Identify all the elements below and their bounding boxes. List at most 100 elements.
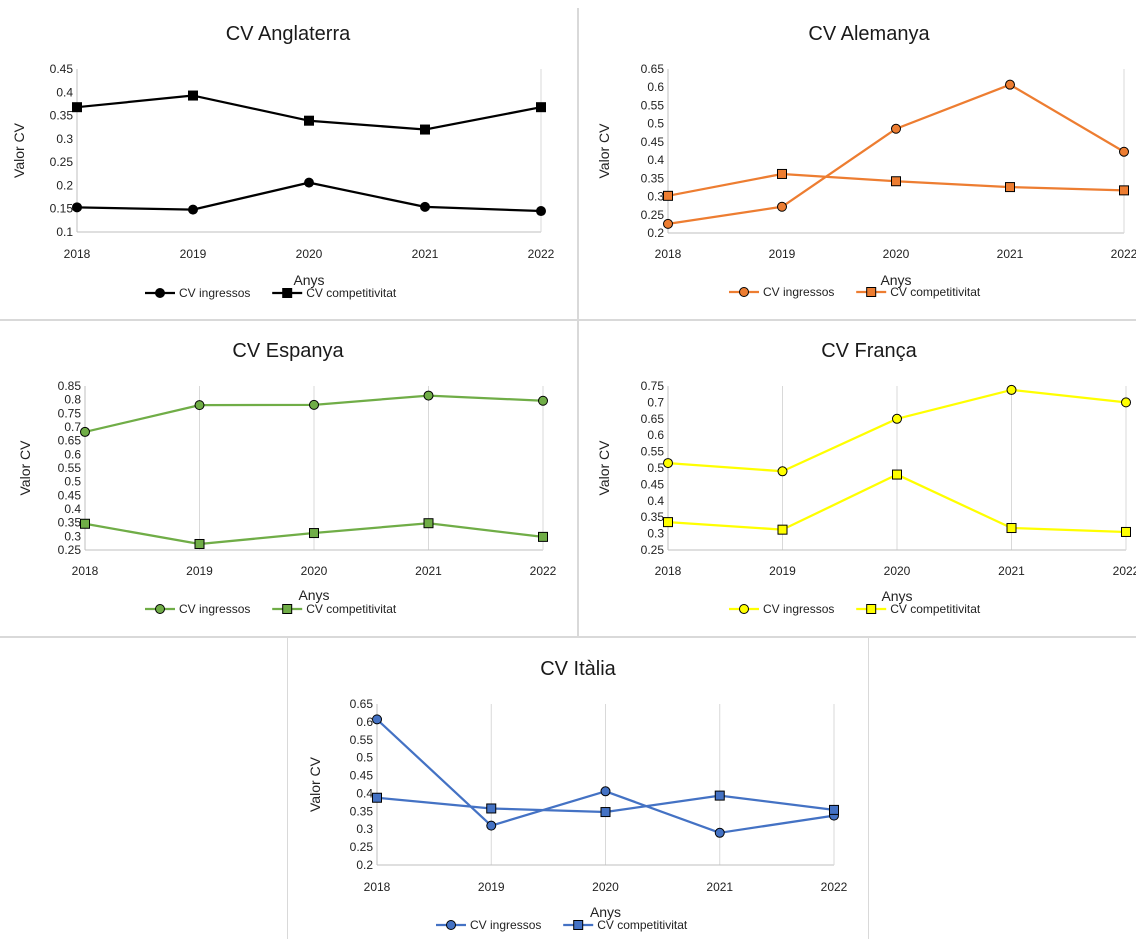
y-tick-label: 0.55: [350, 733, 374, 747]
data-point: [536, 206, 546, 217]
series-cv-ingressos: [72, 177, 546, 217]
data-point: [72, 202, 82, 213]
legend-item-cv-competitivitat: CV competitivitat: [563, 918, 688, 932]
data-point: [372, 792, 382, 803]
y-tick-label: 0.65: [350, 697, 374, 711]
data-point: [714, 790, 725, 801]
y-tick-label: 0.55: [641, 98, 665, 112]
x-tick-label: 2018: [64, 247, 91, 261]
y-tick-label: 0.5: [647, 117, 664, 131]
series-cv-ingressos: [663, 384, 1131, 477]
y-tick-label: 0.2: [356, 858, 373, 872]
legend-label: CV ingressos: [179, 602, 250, 616]
legend-item-cv-competitivitat: CV competitivitat: [856, 285, 981, 299]
legend-label: CV competitivitat: [306, 602, 397, 616]
legend: CV ingressos CV competitivitat: [436, 918, 688, 932]
data-point: [423, 518, 434, 529]
data-point: [72, 102, 82, 113]
series-line: [667, 83, 1125, 226]
y-tick-label: 0.75: [641, 379, 665, 393]
legend: CV ingressos CV competitivitat: [729, 602, 981, 616]
legend-marker: [866, 287, 877, 297]
series-cv-ingressos: [80, 390, 548, 437]
x-tick-label: 2019: [769, 564, 796, 578]
data-point: [892, 413, 902, 424]
legend-label: CV ingressos: [179, 286, 250, 300]
data-point: [372, 714, 382, 725]
chart-alemanya: CV Alemanya 0.2 0.25 0.3 0.35 0.4 0.45 0.5 0.55 0…: [596, 23, 1136, 299]
chart-panel-alemanya: CV Alemanya 0.2 0.25 0.3 0.35 0.4 0.45 0.5 0.55 0…: [579, 0, 1136, 319]
legend-item-cv-ingressos: CV ingressos: [436, 918, 541, 932]
chart-title: CV França: [821, 340, 917, 362]
series-cv-competitivitat: [72, 90, 546, 135]
x-tick-label: 2018: [655, 247, 682, 261]
data-point: [188, 90, 198, 101]
bottom-panel-right-border: [868, 638, 869, 939]
data-point: [80, 518, 90, 529]
data-point: [892, 469, 902, 480]
y-tick-label: 0.6: [647, 80, 664, 94]
x-tick-label: 2021: [412, 247, 439, 261]
data-point: [486, 803, 497, 814]
series-cv-competitivitat: [663, 469, 1131, 537]
x-tick-label: 2018: [364, 880, 391, 894]
x-axis-label: Anys: [881, 588, 912, 604]
y-axis-label: Valor CV: [307, 756, 323, 812]
data-point: [1119, 185, 1129, 196]
legend-marker: [282, 288, 293, 298]
data-point: [663, 458, 673, 469]
data-point: [777, 524, 788, 535]
legend-label: CV ingressos: [470, 918, 541, 932]
legend: CV ingressos CV competitivitat: [145, 286, 397, 300]
y-axis-label: Valor CV: [596, 123, 612, 179]
data-point: [1006, 523, 1017, 534]
y-tick-label: 0.2: [56, 178, 73, 192]
y-tick-label: 0.8: [64, 393, 81, 407]
data-point: [1121, 526, 1131, 537]
legend-label: CV ingressos: [763, 602, 834, 616]
data-point: [194, 400, 205, 411]
legend-marker: [446, 920, 456, 930]
horizontal-divider-bottom: [0, 636, 1136, 638]
y-tick-label: 0.4: [647, 494, 664, 508]
data-point: [777, 201, 787, 212]
chart-panel-espanya: CV Espanya 0.25 0.3 0.35 0.4 0.45 0.5 0.55 0.6 0.…: [0, 321, 577, 636]
legend-item-cv-ingressos: CV ingressos: [729, 602, 834, 616]
legend-item-cv-ingressos: CV ingressos: [145, 286, 250, 300]
legend-marker: [866, 604, 877, 614]
legend-label: CV ingressos: [763, 285, 834, 299]
data-point: [423, 390, 434, 401]
y-tick-label: 0.25: [350, 840, 374, 854]
data-point: [891, 176, 901, 187]
data-point: [829, 804, 839, 815]
legend-label: CV competitivitat: [890, 285, 981, 299]
series-cv-competitivitat: [663, 168, 1129, 201]
chart-anglaterra: CV Anglaterra 0.1 0.15 0.2 0.25 0.3 0.35 0.4 0.4…: [11, 23, 555, 300]
y-tick-label: 0.5: [64, 475, 81, 489]
x-tick-label: 2022: [821, 880, 848, 894]
chart-franca: CV França 0.25 0.3 0.35 0.4 0.45 0.5 0.55 0.6 0.6…: [596, 340, 1136, 616]
data-point: [309, 399, 319, 410]
data-point: [714, 827, 725, 838]
chart-espanya: CV Espanya0.250.30.350.40.450.50.550.60.…: [17, 340, 557, 616]
data-point: [663, 517, 673, 528]
legend-label: CV competitivitat: [597, 918, 688, 932]
x-axis-label: Anys: [590, 904, 621, 920]
data-point: [538, 395, 548, 406]
legend-marker: [573, 920, 584, 930]
legend-marker: [739, 287, 749, 297]
legend-label: CV competitivitat: [890, 602, 981, 616]
y-tick-label: 0.3: [356, 822, 373, 836]
data-point: [1119, 146, 1129, 157]
data-point: [600, 807, 611, 818]
legend-label: CV competitivitat: [306, 286, 397, 300]
y-tick-label: 0.25: [641, 543, 665, 557]
data-point: [486, 820, 497, 831]
y-axis-label: Valor CV: [596, 440, 612, 496]
x-tick-label: 2021: [706, 880, 733, 894]
y-tick-label: 0.15: [50, 202, 74, 216]
y-tick-label: 0.1: [56, 225, 73, 239]
y-tick-label: 0.35: [50, 109, 74, 123]
y-tick-label: 0.35: [58, 516, 82, 530]
series-cv-competitivitat: [80, 518, 548, 549]
